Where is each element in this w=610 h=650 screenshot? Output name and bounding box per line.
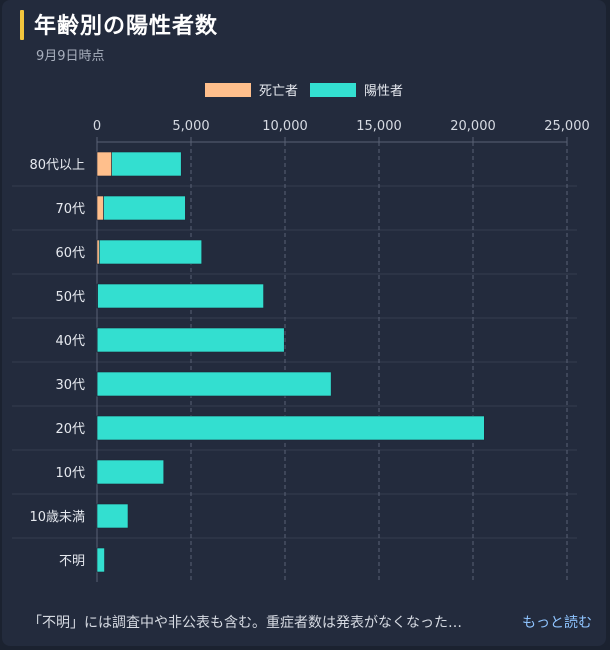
footer-note: 「不明」には調査中や非公表も含む。重症者数は発表がなくなった… xyxy=(28,615,462,631)
bar-positives xyxy=(111,151,182,177)
bar-deaths xyxy=(96,239,100,265)
chart-date: 9月9日時点 xyxy=(36,49,105,64)
bar-deaths xyxy=(96,195,104,221)
x-tick-label: 20,000 xyxy=(450,119,496,134)
bar-positives xyxy=(96,503,129,529)
legend-label-deaths: 死亡者 xyxy=(258,84,298,99)
y-category-label: 10代 xyxy=(55,466,85,481)
chart-title: 年齢別の陽性者数 xyxy=(34,14,219,39)
x-tick-label: 15,000 xyxy=(356,119,402,134)
y-category-label: 不明 xyxy=(59,554,85,569)
legend-swatch-deaths xyxy=(204,82,251,97)
legend-item-positives[interactable]: 陽性者 xyxy=(310,80,403,99)
y-category-label: 70代 xyxy=(55,202,85,217)
x-tick-label: 5,000 xyxy=(172,119,209,134)
title-accent-bar xyxy=(20,10,24,40)
bar-chart: 0 5,000 10,000 15,000 20,000 25,000 80代以上 70代 60… xyxy=(12,119,590,582)
legend-swatch-positives xyxy=(310,82,356,97)
bar-positives xyxy=(96,415,485,441)
legend-label-positives: 陽性者 xyxy=(364,84,404,99)
x-tick-label: 25,000 xyxy=(544,119,590,134)
y-category-label: 30代 xyxy=(55,378,85,393)
bar-positives xyxy=(103,195,186,221)
x-tick-label: 10,000 xyxy=(262,119,308,134)
bar-deaths xyxy=(96,151,112,177)
y-category-label: 60代 xyxy=(55,246,85,261)
y-category-label: 80代以上 xyxy=(29,158,85,173)
x-tick-label: 0 xyxy=(93,119,101,134)
read-more-link[interactable]: もっと読む xyxy=(522,615,592,631)
y-category-label: 40代 xyxy=(55,334,85,349)
bar-positives xyxy=(96,459,165,485)
y-category-label: 10歳未満 xyxy=(29,510,85,525)
bar-positives xyxy=(96,547,105,573)
bar-positives xyxy=(97,283,264,309)
y-category-label: 20代 xyxy=(55,422,85,437)
bar-positives xyxy=(96,327,285,353)
bar-positives xyxy=(98,239,203,265)
legend: 死亡者 陽性者 xyxy=(2,80,606,99)
legend-item-deaths[interactable]: 死亡者 xyxy=(204,80,298,99)
bar-positives xyxy=(96,371,332,397)
y-category-label: 50代 xyxy=(55,290,85,305)
